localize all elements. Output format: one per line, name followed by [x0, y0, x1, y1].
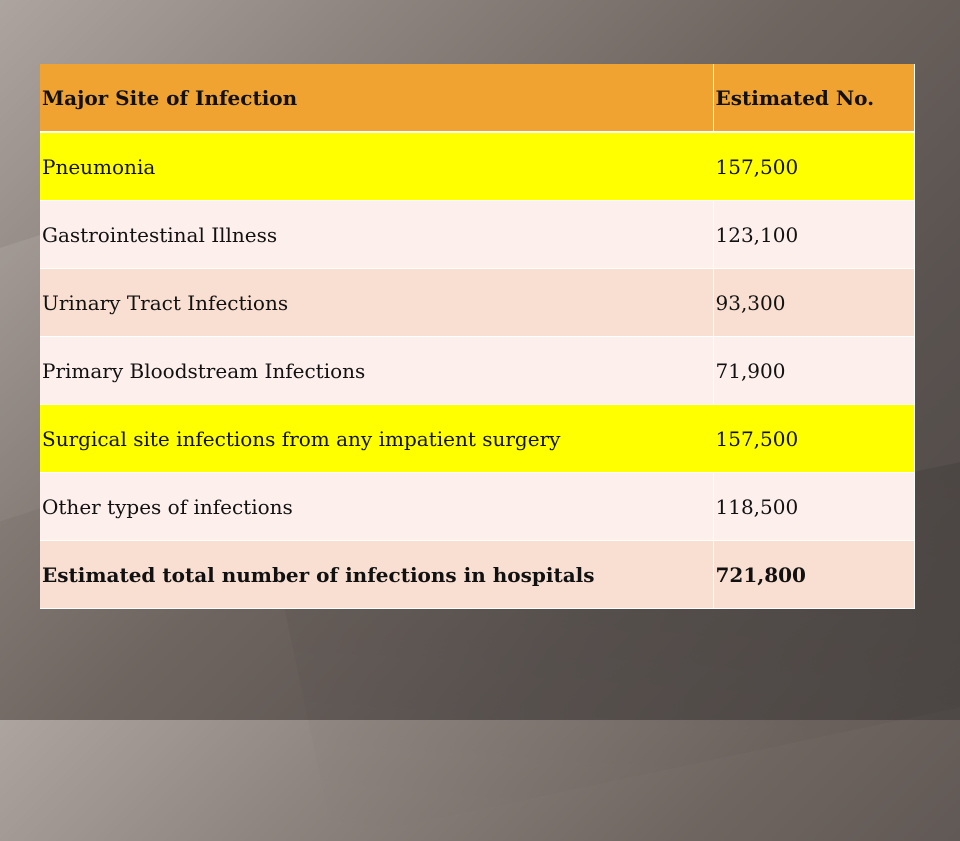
table-row: Urinary Tract Infections 93,300	[40, 268, 915, 337]
table-row: Other types of infections 118,500	[40, 472, 915, 541]
site-cell: Urinary Tract Infections	[40, 268, 714, 337]
count-cell: 157,500	[713, 132, 915, 201]
count-cell: 93,300	[713, 268, 915, 337]
table-total-row: Estimated total number of infections in …	[40, 540, 915, 609]
site-cell: Gastrointestinal Illness	[40, 200, 714, 269]
site-cell: Other types of infections	[40, 472, 714, 541]
count-cell: 71,900	[713, 336, 915, 405]
table-header-row: Major Site of Infection Estimated No.	[40, 64, 915, 133]
header-site: Major Site of Infection	[40, 64, 714, 133]
infection-table-container: Major Site of Infection Estimated No. Pn…	[40, 64, 915, 609]
total-site-cell: Estimated total number of infections in …	[40, 540, 714, 609]
site-cell: Surgical site infections from any impati…	[40, 404, 714, 473]
table-row: Surgical site infections from any impati…	[40, 404, 915, 473]
table-row: Pneumonia 157,500	[40, 132, 915, 201]
count-cell: 157,500	[713, 404, 915, 473]
site-cell: Pneumonia	[40, 132, 714, 201]
table-row: Primary Bloodstream Infections 71,900	[40, 336, 915, 405]
header-count: Estimated No.	[713, 64, 915, 133]
infection-table: Major Site of Infection Estimated No. Pn…	[40, 64, 915, 609]
count-cell: 118,500	[713, 472, 915, 541]
count-cell: 123,100	[713, 200, 915, 269]
table-row: Gastrointestinal Illness 123,100	[40, 200, 915, 269]
total-count-cell: 721,800	[713, 540, 915, 609]
site-cell: Primary Bloodstream Infections	[40, 336, 714, 405]
